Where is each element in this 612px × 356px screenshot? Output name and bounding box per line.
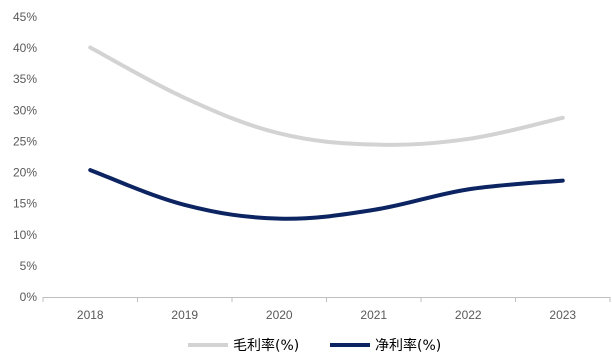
x-tick-label: 2019 <box>171 308 198 322</box>
legend-label: 净利率(%) <box>375 337 441 354</box>
x-tick-label: 2020 <box>266 308 293 322</box>
y-tick-label: 0% <box>20 290 38 304</box>
x-axis-ticks <box>42 297 611 302</box>
y-axis: 0% 5% 10% 15% 20% 25% 30% 35% 40% 45% <box>13 10 37 304</box>
legend-item-net-margin: 净利率(%) <box>330 337 441 354</box>
y-tick-label: 40% <box>13 41 37 55</box>
series-net-margin <box>88 168 565 221</box>
y-tick-label: 20% <box>13 166 37 180</box>
y-tick-label: 30% <box>13 103 37 117</box>
series-layer <box>88 45 565 221</box>
y-tick-label: 25% <box>13 134 37 148</box>
legend-label: 毛利率(%) <box>233 337 299 354</box>
y-tick-label: 15% <box>13 197 37 211</box>
series-line <box>88 45 565 147</box>
y-tick-label: 10% <box>13 228 37 242</box>
y-tick-label: 45% <box>13 10 37 24</box>
x-axis: 2018 2019 2020 2021 2022 2023 <box>77 308 577 322</box>
x-tick-label: 2018 <box>77 308 104 322</box>
series-gross-margin <box>88 45 565 147</box>
legend: 毛利率(%) 净利率(%) <box>188 337 441 354</box>
series-line <box>88 168 565 221</box>
y-tick-label: 5% <box>20 259 38 273</box>
x-tick-label: 2023 <box>549 308 576 322</box>
x-tick-label: 2022 <box>455 308 482 322</box>
legend-item-gross-margin: 毛利率(%) <box>188 337 299 354</box>
y-tick-label: 35% <box>13 72 37 86</box>
x-tick-label: 2021 <box>360 308 387 322</box>
